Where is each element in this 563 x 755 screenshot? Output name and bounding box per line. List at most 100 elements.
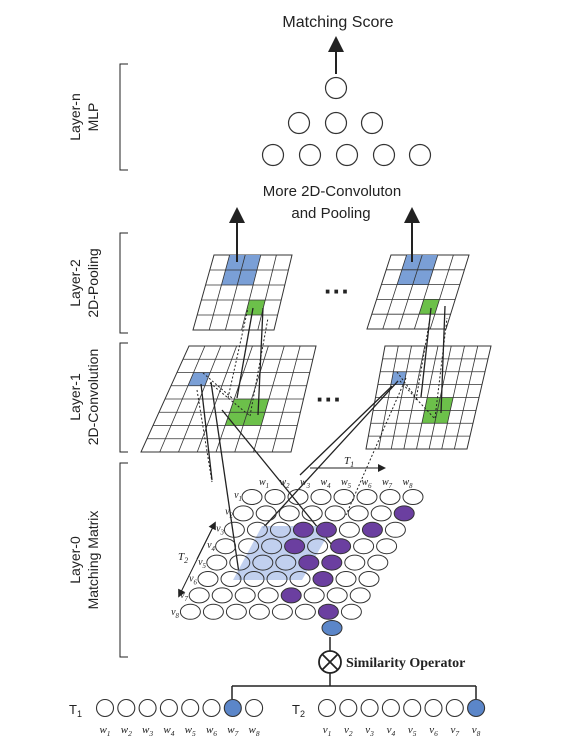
t1-word-node-label: w4 — [163, 724, 174, 738]
matrix-cell — [234, 587, 256, 604]
t2-word-node-label: v1 — [323, 724, 332, 738]
mlp-node — [324, 76, 348, 100]
matrix-cell — [310, 489, 332, 505]
matrix-cell — [229, 554, 251, 571]
t1-word-node-label: w8 — [249, 724, 260, 738]
layer-n-label-line2: MLP — [85, 103, 101, 132]
matrix-cell — [243, 571, 265, 587]
t1-word-node — [223, 698, 242, 718]
matrix-cell-high — [330, 538, 352, 555]
t1-word-node — [245, 698, 264, 718]
matrix-cell — [238, 538, 260, 555]
matrix-row-label: v6 — [189, 574, 197, 587]
matrix-cell — [266, 571, 288, 587]
matrix-row-label: v5 — [198, 557, 206, 570]
matrix-cell — [301, 505, 323, 522]
matrix-cell — [241, 489, 263, 505]
pool-source-cell — [245, 300, 266, 315]
conv-map-left — [140, 345, 317, 453]
matrix-cell — [307, 538, 329, 555]
t2-word-node — [445, 698, 464, 718]
matrix-cell — [215, 538, 237, 555]
matrix-cell — [220, 571, 242, 587]
t1-word-node-label: w3 — [142, 724, 153, 738]
matching-matrix — [179, 489, 424, 636]
mlp-node — [324, 111, 348, 135]
matrix-t2-axis: T2 — [178, 521, 216, 598]
matrix-cell-high — [315, 521, 337, 538]
matrix-cell — [326, 587, 348, 604]
t1-word-node — [159, 698, 178, 718]
conv-map-right — [365, 345, 492, 450]
matrix-cell — [353, 538, 375, 555]
matrix-cell — [188, 587, 210, 604]
pool-ellipsis: ··· — [324, 276, 350, 306]
matrix-cell — [303, 587, 325, 604]
pool-map-left — [192, 254, 293, 331]
matrix-col-label: w8 — [402, 477, 413, 490]
mlp-node — [372, 143, 396, 167]
t2-sentence-label: T2 — [292, 702, 305, 719]
mlp-node — [261, 143, 285, 167]
t2-word-node-label: v5 — [408, 724, 417, 738]
layer-0-label-line1: Layer-0 — [67, 536, 83, 584]
t1-word-node — [181, 698, 200, 718]
t1-word-node — [202, 698, 221, 718]
conv-ellipsis: ··· — [316, 384, 342, 414]
t2-word-node-label: v2 — [344, 724, 353, 738]
matrix-cell — [294, 603, 316, 620]
layer-1-label-line1: Layer-1 — [67, 373, 83, 421]
t1-word-node-label: w2 — [121, 724, 132, 738]
mlp-node — [360, 111, 384, 135]
matrix-cell-high — [393, 505, 415, 522]
matrix-cell-high — [284, 538, 306, 555]
layer-1-bracket: Layer-1 2D-Convolution — [67, 342, 128, 453]
layer-2-label-line1: Layer-2 — [67, 259, 83, 307]
mlp-nodes — [261, 76, 432, 167]
matrix-cell — [179, 603, 201, 620]
matrix-cell — [376, 538, 398, 555]
t1-word-node-label: w7 — [227, 724, 238, 738]
matrix-cell-high — [312, 571, 334, 587]
matrix-cell — [264, 489, 286, 505]
t2-word-node-label: v3 — [365, 724, 374, 738]
matrix-cell — [269, 521, 291, 538]
matrix-cell — [248, 603, 270, 620]
matrix-cell — [275, 554, 297, 571]
layer-2-label-line2: 2D-Pooling — [85, 248, 101, 317]
matrix-cell — [232, 505, 254, 522]
t1-word-node-label: w6 — [206, 724, 217, 738]
matrix-cell — [338, 521, 360, 538]
feature-map-grids — [140, 254, 492, 453]
matrix-row-label: v3 — [216, 523, 224, 536]
t2-word-node — [317, 698, 337, 718]
matrix-t2-label: T2 — [178, 551, 188, 565]
t2-word-node — [381, 698, 400, 718]
matrix-cell — [384, 521, 406, 538]
matrix-col-label: w4 — [320, 477, 331, 490]
matrix-row-label: v7 — [180, 590, 188, 603]
t1-word-node — [95, 698, 115, 718]
matrix-cell — [335, 571, 357, 587]
matrix-cell — [402, 489, 424, 505]
matching-score-title: Matching Score — [282, 14, 393, 31]
matrix-col-label: w3 — [300, 477, 311, 490]
matrix-cell — [225, 603, 247, 620]
matrix-cell-high — [317, 603, 339, 620]
t2-word-node-label: v7 — [450, 724, 459, 738]
connection-lines — [196, 305, 448, 581]
matrix-cell — [358, 571, 380, 587]
t2-word-node — [360, 698, 379, 718]
matrix-cell — [370, 505, 392, 522]
matrix-cell — [347, 505, 369, 522]
matrix-cell — [349, 587, 371, 604]
matrix-col-label: w2 — [279, 477, 290, 490]
conv-source-cell — [187, 372, 211, 386]
matrix-cell — [340, 603, 362, 620]
matrix-row-label: v1 — [234, 490, 242, 503]
t2-word-node-label: v8 — [472, 724, 481, 738]
matrix-cell — [289, 571, 311, 587]
matrix-cell — [261, 538, 283, 555]
